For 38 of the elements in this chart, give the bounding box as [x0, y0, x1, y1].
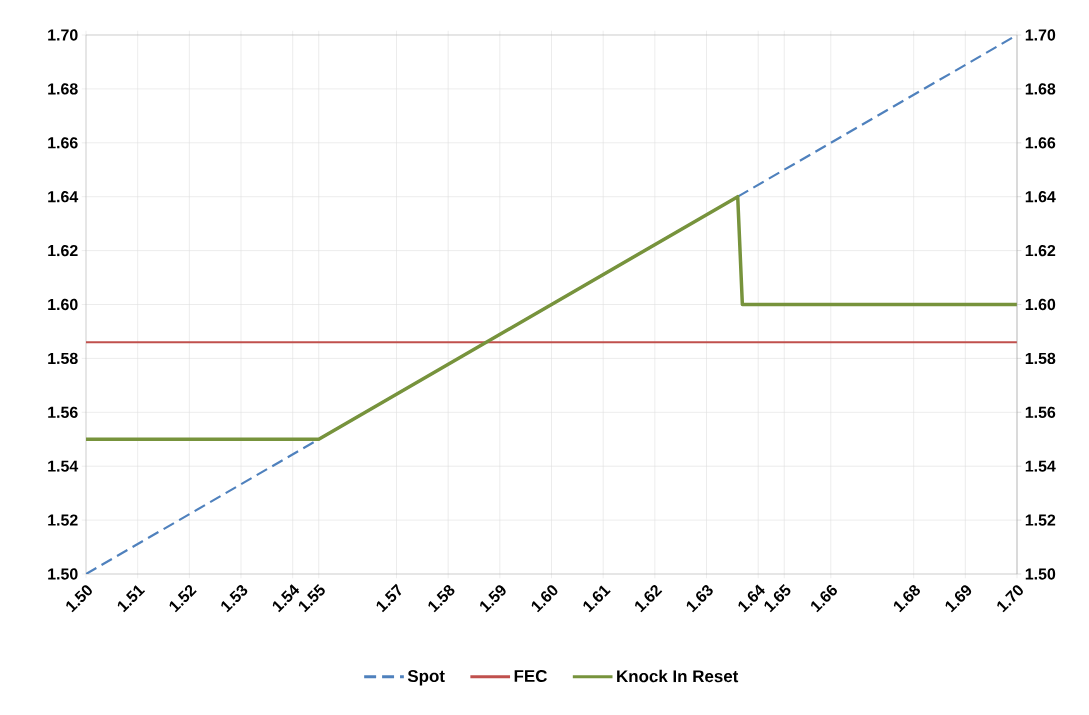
x-tick-label: 1.61	[583, 585, 611, 613]
x-tick-label: 1.53	[221, 585, 248, 613]
y2-tick-label: 1.64	[1025, 191, 1056, 203]
x-tick-label: 1.63	[686, 585, 713, 613]
y-tick-label: 1.62	[48, 244, 78, 257]
y-tick-label: 1.64	[48, 191, 79, 203]
y2-tick-label: 1.52	[1025, 514, 1056, 526]
y-tick-label: 1.70	[48, 29, 78, 41]
x-tick-label: 1.70	[997, 585, 1023, 613]
y2-tick-label: 1.68	[1025, 83, 1056, 95]
y-tick-label: 1.60	[48, 298, 78, 311]
x-tick-label: 1.66	[811, 585, 837, 613]
x-tick-label: 1.52	[169, 585, 197, 613]
legend-label: FEC	[514, 670, 547, 683]
x-tick-label: 1.51	[117, 585, 146, 613]
y-tick-label: 1.50	[48, 568, 78, 580]
x-tick-label: 1.60	[531, 585, 558, 613]
y2-tick-label: 1.56	[1025, 406, 1056, 418]
y2-tick-label: 1.66	[1025, 137, 1056, 149]
y2-tick-label: 1.70	[1025, 29, 1056, 41]
y-tick-label: 1.54	[48, 460, 79, 472]
y2-tick-label: 1.60	[1025, 298, 1056, 311]
y2-tick-label: 1.58	[1025, 352, 1056, 365]
x-tick-label: 1.68	[893, 584, 920, 613]
y-tick-label: 1.58	[48, 352, 78, 365]
x-tick-label: 1.62	[635, 585, 663, 613]
x-tick-label: 1.59	[480, 585, 506, 613]
y-tick-label: 1.52	[48, 514, 78, 526]
x-tick-label: 1.69	[945, 585, 972, 613]
x-tick-label: 1.58	[428, 584, 455, 613]
y2-tick-label: 1.54	[1025, 460, 1056, 472]
y2-tick-label: 1.50	[1025, 568, 1056, 580]
y-tick-label: 1.68	[48, 83, 78, 95]
y-tick-label: 1.66	[48, 137, 78, 149]
legend-label: Knock In Reset	[617, 669, 739, 683]
y-tick-label: 1.56	[48, 406, 78, 418]
legend-label: Spot	[407, 670, 445, 686]
y2-tick-label: 1.62	[1025, 244, 1056, 257]
